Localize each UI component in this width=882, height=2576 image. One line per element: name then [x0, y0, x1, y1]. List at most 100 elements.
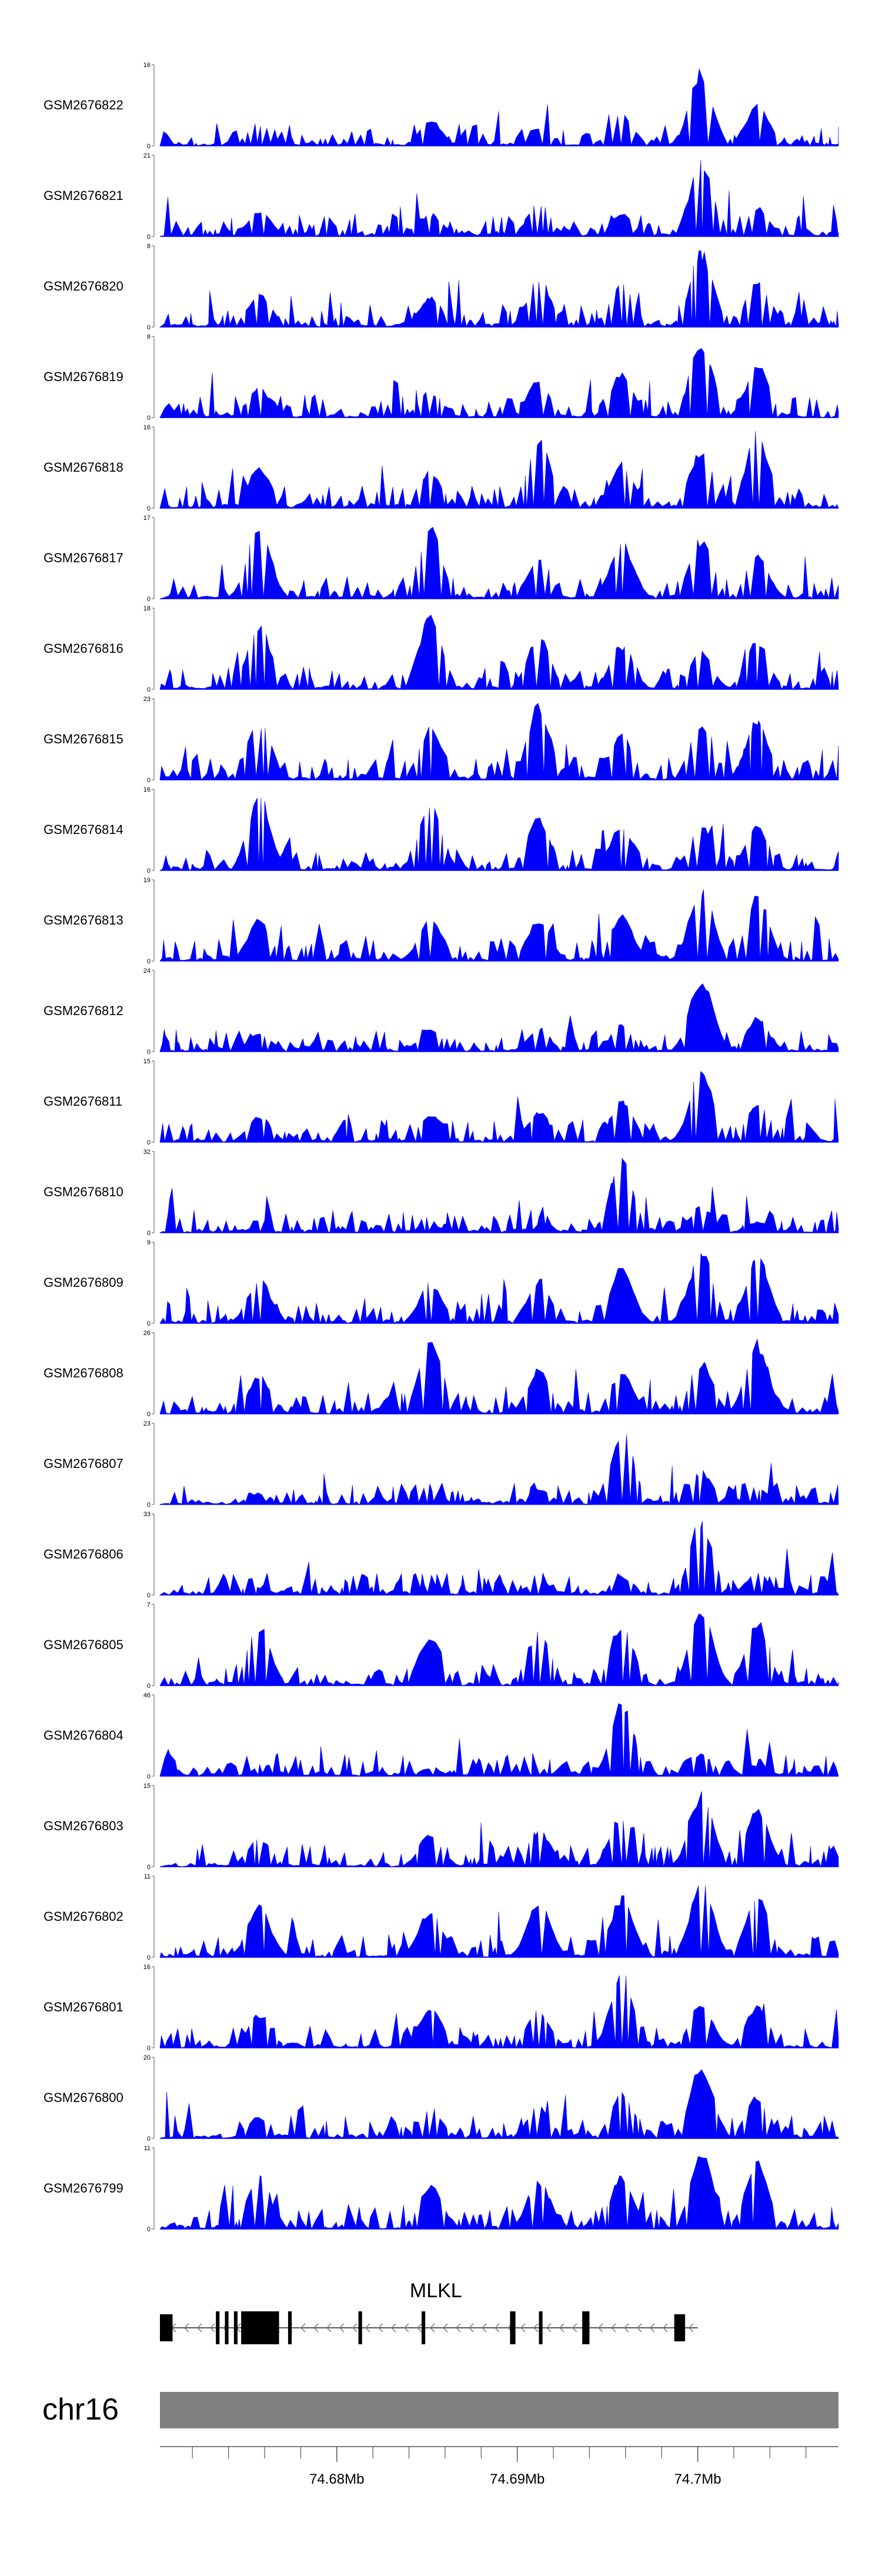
track-GSM2676812: GSM2676812 24 0 [44, 967, 839, 1056]
track-GSM2676817: GSM2676817 17 0 [44, 515, 839, 603]
strand-arrow [429, 2323, 435, 2333]
signal-area [159, 68, 839, 146]
track-label: GSM2676800 [44, 2090, 123, 2105]
y-min-label: 0 [147, 596, 151, 603]
y-max-label: 7 [147, 1601, 151, 1609]
genome-axis: 74.68Mb 74.69Mb 74.7Mb [160, 2446, 838, 2487]
strand-arrow [442, 2323, 448, 2333]
y-max-label: 11 [144, 1873, 151, 1880]
y-max-label: 11 [144, 2145, 151, 2152]
track-GSM2676813: GSM2676813 19 0 [44, 877, 839, 965]
track-GSM2676821: GSM2676821 21 0 [44, 152, 839, 241]
y-max-label: 46 [143, 1692, 151, 1699]
strand-arrow [455, 2323, 461, 2333]
exon [233, 2311, 238, 2344]
strand-arrow [403, 2323, 409, 2333]
ideogram-band [160, 2392, 838, 2428]
y-max-label: 8 [147, 333, 151, 341]
exon [288, 2311, 292, 2344]
y-min-label: 0 [147, 415, 151, 422]
strand-arrow [365, 2323, 370, 2333]
track-label: GSM2676803 [44, 1818, 123, 1833]
track-GSM2676802: GSM2676802 11 0 [44, 1873, 839, 1961]
y-min-label: 0 [147, 867, 151, 875]
strand-arrow [183, 2323, 189, 2333]
y-min-label: 0 [147, 2135, 151, 2143]
signal-area [159, 703, 839, 780]
track-GSM2676815: GSM2676815 23 0 [44, 696, 839, 784]
y-max-label: 26 [143, 1330, 151, 1337]
y-max-label: 16 [143, 786, 151, 793]
signal-area [159, 889, 839, 962]
track-label: GSM2676822 [44, 98, 123, 112]
track-GSM2676819: GSM2676819 8 0 [44, 333, 839, 422]
track-label: GSM2676807 [44, 1456, 123, 1471]
y-min-label: 0 [147, 143, 151, 150]
signal-area [159, 1703, 839, 1777]
track-label: GSM2676813 [44, 913, 123, 927]
track-GSM2676822: GSM2676822 16 0 [44, 62, 839, 150]
signal-area [159, 798, 839, 871]
x-tick-label: 74.69Mb [490, 2471, 544, 2487]
track-GSM2676799: GSM2676799 11 0 [44, 2145, 839, 2233]
y-max-label: 24 [143, 967, 151, 975]
track-label: GSM2676806 [44, 1547, 123, 1561]
exon [510, 2311, 516, 2344]
exon [539, 2311, 543, 2344]
signal-area [159, 159, 839, 237]
signal-area [159, 348, 839, 418]
track-GSM2676800: GSM2676800 20 0 [44, 2054, 839, 2143]
strand-arrow [546, 2323, 552, 2333]
strand-arrow [662, 2323, 668, 2333]
signal-area [159, 1157, 839, 1233]
strand-arrow [520, 2323, 526, 2333]
track-label: GSM2676817 [44, 550, 123, 565]
y-min-label: 0 [147, 1320, 151, 1327]
x-tick-label: 74.7Mb [674, 2471, 721, 2487]
y-min-label: 0 [147, 1683, 151, 1690]
y-max-label: 15 [143, 1058, 151, 1065]
strand-arrow [623, 2323, 629, 2333]
track-label: GSM2676809 [44, 1275, 123, 1290]
y-min-label: 0 [147, 1954, 151, 1961]
signal-area [159, 2069, 839, 2139]
exon [582, 2311, 590, 2344]
track-GSM2676816: GSM2676816 18 0 [44, 605, 839, 693]
track-label: GSM2676821 [44, 188, 123, 203]
strand-arrow [416, 2323, 422, 2333]
signal-area [159, 1521, 839, 1596]
exon [216, 2311, 220, 2344]
y-max-label: 15 [143, 1783, 151, 1790]
track-label: GSM2676808 [44, 1366, 123, 1380]
y-max-label: 20 [143, 2054, 151, 2061]
signal-area [159, 1791, 839, 1868]
y-min-label: 0 [147, 1230, 151, 1237]
y-min-label: 0 [147, 2226, 151, 2233]
track-label: GSM2676804 [44, 1728, 123, 1743]
y-max-label: 18 [143, 605, 151, 612]
strand-arrow [494, 2323, 500, 2333]
y-max-label: 17 [143, 515, 151, 522]
y-min-label: 0 [147, 1864, 151, 1871]
y-max-label: 33 [143, 1511, 151, 1518]
exon [674, 2314, 686, 2341]
track-label: GSM2676819 [44, 369, 123, 384]
signal-area [159, 1886, 839, 1958]
signal-area [159, 1975, 839, 2048]
track-label: GSM2676801 [44, 2000, 123, 2014]
y-max-label: 8 [147, 243, 151, 250]
y-min-label: 0 [147, 2045, 151, 2052]
chromosome-ideogram: chr16 [42, 2392, 838, 2428]
track-label: GSM2676816 [44, 641, 123, 656]
y-min-label: 0 [147, 1049, 151, 1056]
strand-arrow [610, 2323, 616, 2333]
strand-arrow [352, 2323, 358, 2333]
track-GSM2676805: GSM2676805 7 0 [44, 1601, 839, 1690]
strand-arrow [636, 2323, 642, 2333]
strand-arrow [377, 2323, 383, 2333]
y-min-label: 0 [147, 686, 151, 693]
strand-arrow [300, 2323, 306, 2333]
strand-arrow [559, 2323, 564, 2333]
signal-area [159, 615, 839, 690]
y-min-label: 0 [147, 1139, 151, 1146]
